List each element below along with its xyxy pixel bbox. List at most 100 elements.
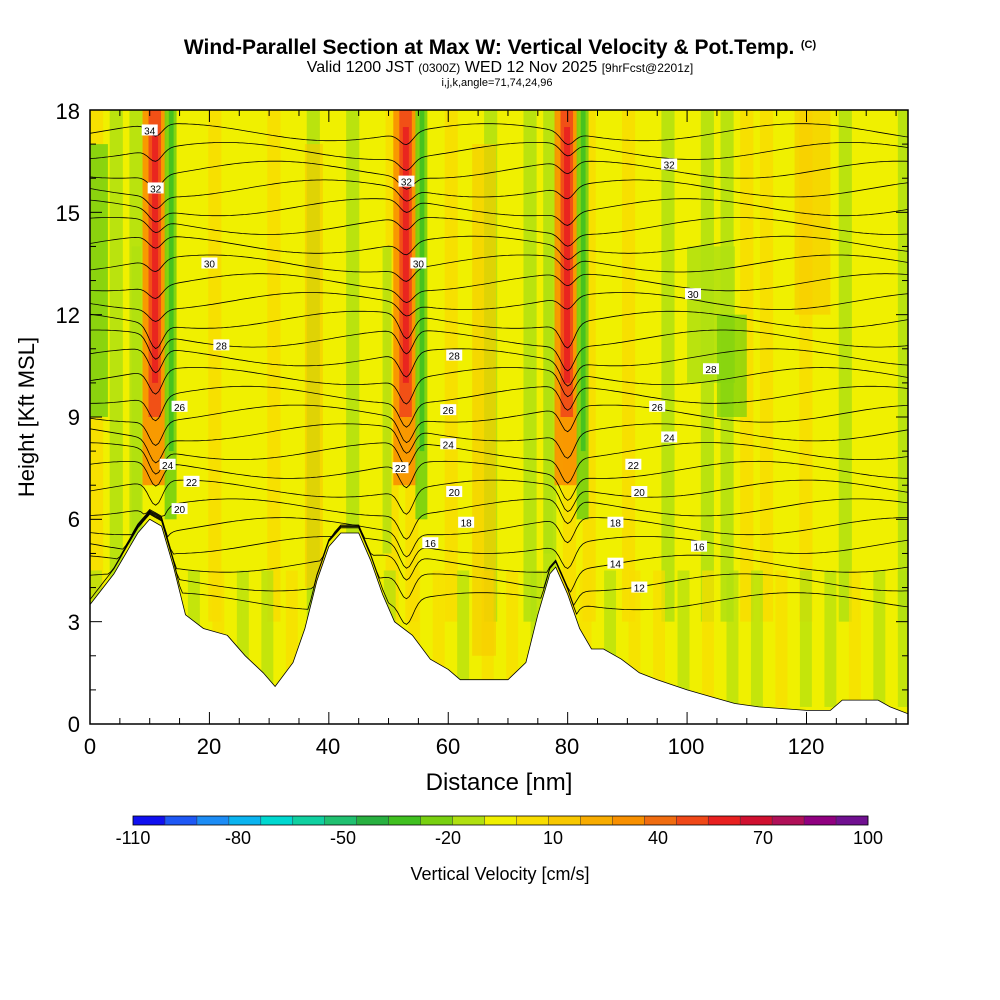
y-tick-label: 3 bbox=[68, 610, 80, 635]
isentrope-label-text: 24 bbox=[162, 461, 174, 472]
isentrope-label: 14 bbox=[607, 557, 624, 571]
isentrope-line bbox=[90, 123, 908, 146]
colorbar-tick-labels: -110 -80 -50 -20 10 40 70 100 bbox=[116, 828, 883, 848]
isentrope-line bbox=[90, 498, 908, 540]
colorbar-swatch bbox=[548, 816, 581, 825]
isentrope-label-text: 32 bbox=[150, 184, 162, 195]
valid-time: Valid 1200 JST bbox=[306, 59, 414, 76]
isentrope-label-bg bbox=[147, 182, 164, 194]
velocity-band bbox=[775, 570, 788, 707]
velocity-band bbox=[779, 110, 793, 622]
velocity-band bbox=[247, 110, 261, 622]
velocity-band bbox=[424, 110, 439, 622]
isentrope-label-bg bbox=[183, 475, 200, 487]
y-axis-label: Height [Kft MSL] bbox=[14, 337, 39, 497]
isentrope-label-text: 26 bbox=[652, 403, 664, 414]
colorbar-swatch bbox=[228, 816, 262, 825]
colorbar-swatch bbox=[260, 816, 294, 825]
isentrope-label-text: 30 bbox=[413, 260, 425, 271]
velocity-band bbox=[419, 110, 425, 452]
y-tick-label: 9 bbox=[68, 405, 80, 430]
isentrope-line bbox=[90, 292, 908, 322]
velocity-band bbox=[799, 570, 812, 707]
isentrope-label: 22 bbox=[625, 458, 642, 472]
velocity-band bbox=[794, 110, 831, 315]
isentrope-label-bg bbox=[398, 175, 415, 187]
velocity-band bbox=[152, 127, 159, 383]
isentrope-label: 22 bbox=[183, 475, 200, 489]
colorbar-swatch bbox=[580, 816, 613, 825]
colorbar bbox=[132, 815, 869, 826]
velocity-band bbox=[382, 246, 392, 554]
velocity-band bbox=[604, 570, 617, 707]
isentrope-line bbox=[90, 512, 908, 607]
isentrope-label: 32 bbox=[398, 175, 415, 189]
velocity-band bbox=[726, 570, 739, 707]
isentrope-label-text: 24 bbox=[664, 433, 676, 444]
colorbar-swatch bbox=[133, 816, 166, 825]
isentrope-label-text: 22 bbox=[395, 464, 407, 475]
colorbar-swatch bbox=[196, 816, 230, 825]
velocity-band bbox=[702, 570, 714, 707]
y-tick-label: 15 bbox=[56, 201, 80, 226]
colorbar-swatch bbox=[644, 816, 677, 825]
velocity-band bbox=[580, 110, 586, 452]
isentrope-label-text: 26 bbox=[174, 403, 186, 414]
isentrope-label-text: 20 bbox=[174, 505, 186, 516]
isentrope-label: 24 bbox=[159, 458, 176, 472]
axes bbox=[89, 109, 908, 725]
isentrope-label-bg bbox=[607, 516, 624, 528]
isentrope-label-text: 24 bbox=[443, 440, 455, 451]
isentrope-label-bg bbox=[458, 516, 475, 528]
colorbar-swatch bbox=[612, 816, 645, 825]
colorbar-swatch bbox=[292, 816, 326, 825]
chart-subtitle: Valid 1200 JST (0300Z) WED 12 Nov 2025 [… bbox=[0, 59, 1000, 77]
y-tick-label: 12 bbox=[56, 303, 80, 328]
chart-title: Wind-Parallel Section at Max W: Vertical… bbox=[183, 36, 795, 59]
title-block: Wind-Parallel Section at Max W: Vertical… bbox=[0, 36, 1000, 89]
velocity-band bbox=[457, 570, 470, 707]
isentrope-line bbox=[90, 160, 908, 190]
velocity-band bbox=[227, 110, 242, 622]
isentrope-label-text: 14 bbox=[610, 560, 622, 571]
velocity-band bbox=[716, 314, 747, 417]
velocity-band bbox=[653, 570, 665, 707]
velocity-band bbox=[432, 570, 445, 707]
velocity-band bbox=[444, 110, 458, 622]
isentrope-label-bg bbox=[410, 257, 427, 269]
isentrope-line bbox=[90, 235, 908, 260]
isentrope-line bbox=[90, 442, 908, 484]
colorbar-swatch bbox=[516, 816, 549, 825]
velocity-band bbox=[677, 570, 690, 707]
colorbar-tick-label: -50 bbox=[330, 828, 356, 848]
isentrope-label: 28 bbox=[702, 363, 719, 376]
isentrope-label-text: 30 bbox=[687, 290, 699, 301]
velocity-band bbox=[628, 570, 641, 707]
x-tick-label: 40 bbox=[316, 734, 340, 759]
isentrope-label: 28 bbox=[446, 349, 463, 363]
isentrope-label-text: 12 bbox=[634, 584, 646, 595]
isentrope-label-bg bbox=[649, 400, 666, 412]
y-tick-label: 18 bbox=[56, 99, 80, 124]
isentrope-line bbox=[90, 217, 908, 247]
isentrope-label-text: 34 bbox=[144, 126, 156, 137]
isentrope-label-bg bbox=[446, 349, 463, 361]
isentrope-label-bg bbox=[141, 124, 158, 136]
velocity-band bbox=[564, 127, 571, 383]
isentrope-label: 24 bbox=[661, 431, 678, 444]
colorbar-swatch bbox=[740, 816, 773, 825]
terrain-mask bbox=[90, 518, 908, 724]
colorbar-tick-label: 10 bbox=[543, 828, 563, 848]
isentrope-line bbox=[90, 404, 908, 446]
colorbar-swatch bbox=[356, 816, 389, 825]
velocity-band bbox=[472, 144, 497, 656]
isentrope-label-bg bbox=[440, 404, 457, 416]
isentrope-line bbox=[90, 510, 908, 569]
isentrope-label-text: 28 bbox=[705, 365, 717, 376]
isentrope-line bbox=[90, 509, 908, 558]
y-tick-label: 6 bbox=[68, 507, 80, 532]
velocity-band bbox=[824, 570, 837, 707]
isentrope-label-text: 32 bbox=[664, 161, 676, 172]
isentrope-line bbox=[90, 513, 908, 625]
isentrope-label: 26 bbox=[440, 404, 457, 417]
